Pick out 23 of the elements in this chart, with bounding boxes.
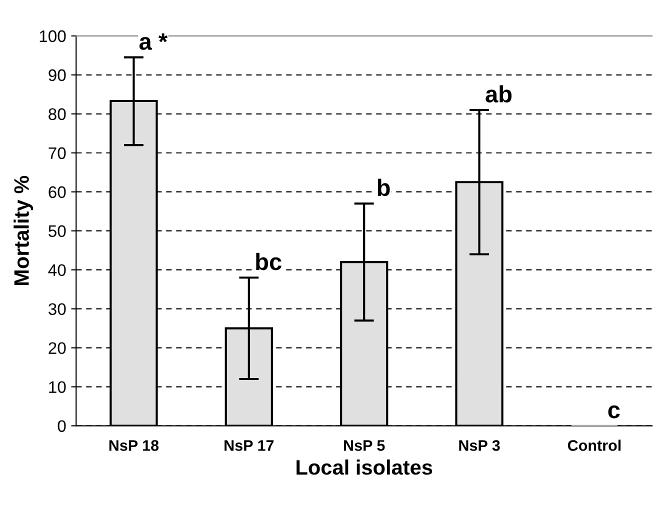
x-tick-label: NsP 3 (459, 440, 500, 451)
x-tick-label: NsP 18 (109, 440, 159, 451)
annotation: a * (139, 33, 168, 50)
y-tick-label: 60 (48, 186, 66, 198)
x-tick-label: Control (568, 440, 621, 451)
y-tick-label: 30 (48, 303, 66, 316)
y-tick-label: 80 (48, 108, 66, 120)
y-tick-label: 10 (49, 381, 66, 394)
annotation: b (378, 178, 390, 196)
y-tick-label: 0 (58, 420, 66, 432)
x-tick-label: NsP 17 (224, 440, 274, 451)
x-tick-label: NsP 5 (344, 440, 385, 451)
y-tick-label: 100 (40, 30, 66, 42)
y-tick-label: 40 (48, 264, 66, 276)
y-tick-label: 70 (48, 147, 66, 160)
y-tick-label: 20 (48, 342, 66, 354)
annotation: ab (486, 85, 512, 103)
annotation: bc (256, 252, 282, 270)
y-axis-title: Mortality % (14, 176, 34, 286)
y-tick-label: 90 (48, 69, 66, 82)
x-axis-title: Local isolates (296, 459, 432, 475)
annotation: c (608, 405, 620, 418)
y-tick-label: 50 (48, 225, 66, 238)
